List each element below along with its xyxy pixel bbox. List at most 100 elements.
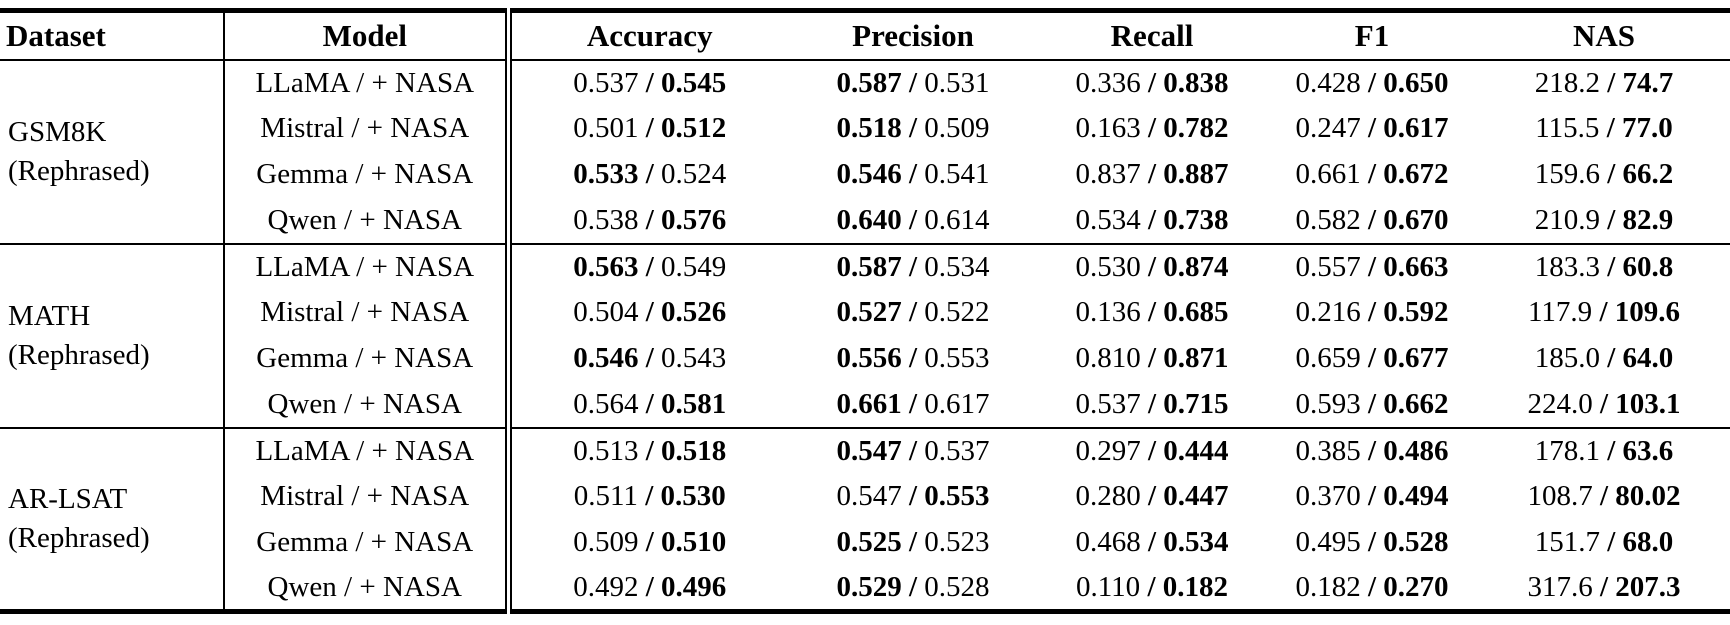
metric-cell: 0.538 / 0.576 bbox=[504, 197, 788, 244]
metric-cell: 0.533 / 0.524 bbox=[504, 151, 788, 198]
metric-value-nasa: 0.576 bbox=[661, 203, 727, 236]
value-separator: / bbox=[1140, 250, 1164, 283]
model-cell: Mistral / + NASA bbox=[223, 105, 508, 152]
metric-value-base: 0.587 bbox=[836, 250, 902, 283]
metric-cell: 0.529 / 0.528 bbox=[788, 566, 1038, 612]
table-row: Mistral / + NASA 0.504 / 0.526 0.527 / 0.5… bbox=[0, 289, 1730, 336]
model-cell: Gemma / + NASA bbox=[223, 519, 508, 566]
table-row: Mistral / + NASA 0.511 / 0.530 0.547 / 0.5… bbox=[0, 473, 1730, 520]
metric-cell: 0.511 / 0.530 bbox=[504, 473, 788, 520]
model-cell: LLaMA / + NASA bbox=[223, 58, 508, 106]
metric-value-base: 0.538 bbox=[573, 203, 639, 236]
value-separator: / bbox=[638, 434, 662, 467]
table-row: Qwen / + NASA 0.538 / 0.576 0.640 / 0.614 0… bbox=[0, 197, 1730, 244]
metric-value-nasa: 0.524 bbox=[661, 158, 727, 190]
metric-cell: 0.297 / 0.444 bbox=[1038, 426, 1266, 474]
value-separator: / bbox=[901, 526, 925, 558]
dataset-qualifier: (Rephrased) bbox=[8, 521, 150, 554]
metric-value-nasa: 0.444 bbox=[1163, 434, 1229, 467]
metric-value-nasa: 0.528 bbox=[1383, 526, 1449, 558]
value-separator: / bbox=[1592, 296, 1615, 328]
metric-cell: 0.501 / 0.512 bbox=[504, 105, 788, 152]
metric-value-nasa: 0.494 bbox=[1383, 480, 1449, 512]
metric-cell: 0.136 / 0.685 bbox=[1038, 290, 1266, 336]
model-cell: Qwen / + NASA bbox=[223, 381, 508, 428]
model-cell: LLaMA / + NASA bbox=[223, 426, 508, 474]
metric-cell: 0.537 / 0.715 bbox=[1038, 382, 1266, 428]
metric-value-base: 0.593 bbox=[1295, 387, 1361, 420]
metric-cell: 0.163 / 0.782 bbox=[1038, 106, 1266, 152]
metric-value-base: 115.5 bbox=[1535, 112, 1600, 144]
metric-value-base: 0.280 bbox=[1075, 480, 1141, 512]
metric-cell: 0.370 / 0.494 bbox=[1266, 474, 1478, 520]
value-separator: / bbox=[901, 296, 925, 328]
metric-value-nasa: 0.512 bbox=[661, 112, 727, 144]
dataset-name: MATH bbox=[8, 300, 91, 333]
metric-value-base: 210.9 bbox=[1534, 203, 1600, 236]
metric-value-nasa: 0.592 bbox=[1383, 296, 1449, 328]
metric-cell: 0.593 / 0.662 bbox=[1266, 382, 1478, 428]
model-cell: Mistral / + NASA bbox=[223, 289, 508, 336]
metric-value-base: 0.557 bbox=[1295, 250, 1361, 283]
metric-cell: 0.247 / 0.617 bbox=[1266, 106, 1478, 152]
metric-cell: 0.564 / 0.581 bbox=[504, 381, 788, 428]
value-separator: / bbox=[1599, 66, 1623, 99]
value-separator: / bbox=[901, 250, 925, 283]
metric-cell: 0.385 / 0.486 bbox=[1266, 426, 1478, 474]
value-separator: / bbox=[1360, 480, 1384, 512]
table-row: MATH (Rephrased) LLaMA / + NASA 0.563 / 0.5… bbox=[0, 242, 1730, 428]
value-separator: / bbox=[1599, 434, 1623, 467]
table-header: Dataset Model Accuracy Precision Recall … bbox=[0, 10, 1730, 61]
dataset-cell: AR-LSAT (Rephrased) bbox=[0, 426, 224, 612]
metric-cell: 0.661 / 0.617 bbox=[788, 382, 1038, 428]
metric-value-base: 151.7 bbox=[1534, 526, 1600, 558]
dataset-name: AR-LSAT bbox=[8, 483, 128, 516]
table-row: AR-LSAT (Rephrased) LLaMA / + NASA 0.513 / … bbox=[0, 426, 1730, 612]
table-body: GSM8K (Rephrased) LLaMA / + NASA 0.537 / 0.… bbox=[0, 58, 1730, 612]
value-separator: / bbox=[638, 203, 662, 236]
value-separator: / bbox=[1140, 387, 1164, 420]
metric-value-base: 0.547 bbox=[836, 480, 902, 512]
metric-value-nasa: 0.549 bbox=[661, 250, 727, 283]
metric-value-nasa: 0.617 bbox=[924, 387, 990, 420]
table-row: GSM8K (Rephrased) LLaMA / + NASA 0.537 / 0.… bbox=[0, 58, 1730, 244]
model-cell: Gemma / + NASA bbox=[223, 335, 508, 382]
metric-value-base: 0.495 bbox=[1295, 526, 1361, 558]
metric-value-nasa: 66.2 bbox=[1622, 158, 1674, 190]
value-separator: / bbox=[1599, 342, 1623, 374]
metric-value-base: 0.556 bbox=[836, 342, 902, 374]
metric-value-base: 0.534 bbox=[1075, 203, 1141, 236]
metric-value-base: 0.546 bbox=[836, 158, 902, 190]
model-cell: Qwen / + NASA bbox=[223, 197, 508, 244]
value-separator: / bbox=[638, 66, 662, 99]
column-header-recall: Recall bbox=[1038, 10, 1266, 61]
metric-value-base: 0.661 bbox=[836, 387, 902, 420]
metric-cell: 108.7 / 80.02 bbox=[1478, 474, 1730, 520]
metric-cell: 0.110 / 0.182 bbox=[1038, 566, 1266, 612]
metric-cell: 115.5 / 77.0 bbox=[1478, 106, 1730, 152]
metric-value-base: 183.3 bbox=[1534, 250, 1600, 283]
metric-value-base: 0.537 bbox=[573, 66, 639, 99]
model-cell: Mistral / + NASA bbox=[223, 473, 508, 520]
metric-value-base: 0.509 bbox=[573, 526, 639, 558]
metric-cell: 0.182 / 0.270 bbox=[1266, 566, 1478, 612]
value-separator: / bbox=[1599, 203, 1623, 236]
metric-cell: 224.0 / 103.1 bbox=[1478, 382, 1730, 428]
value-separator: / bbox=[638, 342, 662, 374]
metric-cell: 0.527 / 0.522 bbox=[788, 290, 1038, 336]
column-header-precision: Precision bbox=[788, 10, 1038, 61]
value-separator: / bbox=[1140, 203, 1164, 236]
metric-value-nasa: 0.581 bbox=[661, 387, 727, 420]
value-separator: / bbox=[1140, 526, 1164, 558]
value-separator: / bbox=[638, 250, 662, 283]
metric-value-nasa: 0.537 bbox=[924, 434, 990, 467]
metric-value-nasa: 0.553 bbox=[924, 480, 990, 512]
value-separator: / bbox=[1140, 570, 1163, 603]
column-header-accuracy: Accuracy bbox=[504, 10, 788, 61]
metric-value-nasa: 82.9 bbox=[1622, 203, 1674, 236]
model-cell: Qwen / + NASA bbox=[223, 565, 508, 612]
metric-value-base: 0.370 bbox=[1295, 480, 1361, 512]
metric-cell: 0.504 / 0.526 bbox=[504, 289, 788, 336]
metric-cell: 0.557 / 0.663 bbox=[1266, 242, 1478, 290]
metric-value-base: 0.547 bbox=[836, 434, 902, 467]
